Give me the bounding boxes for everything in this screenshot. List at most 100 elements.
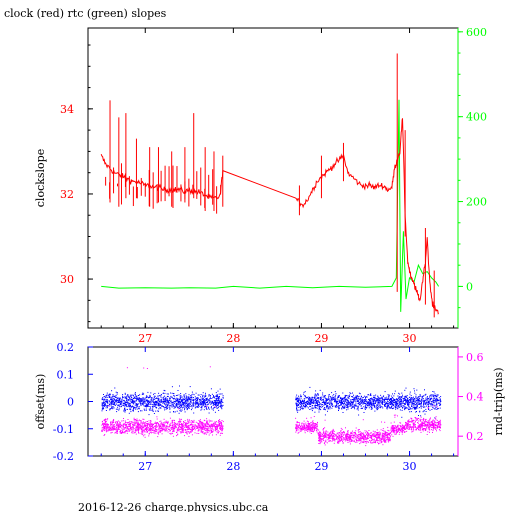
offset-point <box>407 398 409 400</box>
offset-point <box>326 405 327 407</box>
offset-point <box>304 403 306 404</box>
offset-point <box>188 398 190 400</box>
offset-point <box>402 396 404 398</box>
offset-point <box>339 404 341 406</box>
rnd-trip-point <box>119 431 121 433</box>
offset-point <box>347 402 349 404</box>
offset-point <box>113 396 115 398</box>
offset-point <box>176 398 178 400</box>
rnd-trip-point <box>303 427 305 429</box>
offset-point <box>126 397 128 399</box>
offset-point <box>416 399 418 401</box>
rnd-trip-point <box>105 428 107 430</box>
rnd-trip-point <box>142 421 144 423</box>
offset-point <box>364 401 366 402</box>
rnd-trip-point <box>137 425 139 427</box>
offset-point <box>436 398 438 400</box>
rnd-trip-point <box>102 420 103 422</box>
offset-point <box>425 397 427 399</box>
offset-point <box>382 399 384 401</box>
offset-point <box>323 395 325 397</box>
offset-point <box>356 405 358 407</box>
offset-point <box>327 406 328 408</box>
rnd-trip-point <box>112 420 114 422</box>
rnd-trip-point <box>181 428 183 430</box>
rnd-trip-point <box>113 424 115 425</box>
rnd-trip-point <box>338 441 340 443</box>
rnd-trip-point <box>299 430 301 432</box>
offset-point <box>318 397 319 399</box>
offset-point <box>203 396 205 398</box>
rnd-trip-point <box>110 428 112 430</box>
offset-point <box>164 398 166 400</box>
offset-point <box>147 405 149 407</box>
rnd-trip-point <box>358 438 360 440</box>
rnd-trip-point <box>323 428 324 429</box>
rnd-trip-point <box>118 425 120 427</box>
offset-point <box>128 396 130 398</box>
rnd-trip-point <box>215 428 217 430</box>
rnd-trip-point <box>185 427 187 428</box>
offset-point <box>381 398 383 400</box>
offset-point <box>119 397 121 399</box>
offset-point <box>201 405 203 407</box>
rnd-trip-point <box>185 423 186 425</box>
rnd-trip-point <box>106 423 108 425</box>
rnd-trip-point <box>192 424 194 426</box>
rnd-trip-point <box>304 432 306 434</box>
offset-point <box>136 405 138 407</box>
offset-point <box>299 400 301 402</box>
offset-point <box>376 404 377 406</box>
rnd-trip-point <box>186 432 188 434</box>
offset-point <box>115 401 116 403</box>
offset-point <box>166 407 168 409</box>
offset-point <box>125 401 126 403</box>
offset-point <box>326 406 328 408</box>
rnd-trip-point <box>150 421 152 423</box>
offset-point <box>412 400 414 402</box>
offset-outlier <box>358 414 360 416</box>
rnd-trip-point <box>360 433 362 435</box>
rnd-trip-point <box>103 422 105 424</box>
offset-point <box>416 403 418 405</box>
offset-point <box>181 407 183 409</box>
offset-point <box>346 409 348 411</box>
rnd-trip-point <box>187 426 189 428</box>
offset-point <box>210 402 212 404</box>
y-tick-label: 0.2 <box>57 341 75 354</box>
rnd-trip-point <box>147 424 149 426</box>
offset-point <box>427 399 429 401</box>
offset-point <box>170 405 172 407</box>
offset-point <box>304 407 306 409</box>
offset-point <box>420 402 422 404</box>
offset-point <box>393 400 395 402</box>
offset-point <box>320 397 322 399</box>
offset-point <box>377 404 379 406</box>
rnd-trip-point <box>141 433 143 435</box>
rnd-trip-point <box>333 436 335 438</box>
offset-point <box>213 402 215 404</box>
offset-outlier <box>171 386 173 388</box>
offset-point <box>202 398 204 400</box>
rnd-trip-point <box>208 423 210 425</box>
offset-point <box>316 397 318 399</box>
offset-point <box>117 406 119 408</box>
offset-point <box>397 399 399 400</box>
y2-axis-label: rnd-trip(ms) <box>492 368 505 436</box>
rnd-trip-point <box>357 439 359 441</box>
offset-point <box>377 407 379 409</box>
rnd-trip-point <box>129 430 131 431</box>
rnd-trip-point <box>198 422 200 424</box>
offset-point <box>309 405 311 407</box>
rnd-trip-point <box>172 419 174 421</box>
offset-point <box>296 399 298 401</box>
rnd-trip-point <box>105 427 107 429</box>
offset-point <box>350 401 352 403</box>
rnd-trip-point <box>389 437 391 439</box>
rnd-trip-point <box>113 428 115 430</box>
offset-point <box>420 403 422 405</box>
rnd-trip-point <box>216 427 218 429</box>
rnd-trip-point <box>184 422 186 424</box>
rnd-trip-point <box>323 432 324 434</box>
offset-point <box>163 396 165 398</box>
